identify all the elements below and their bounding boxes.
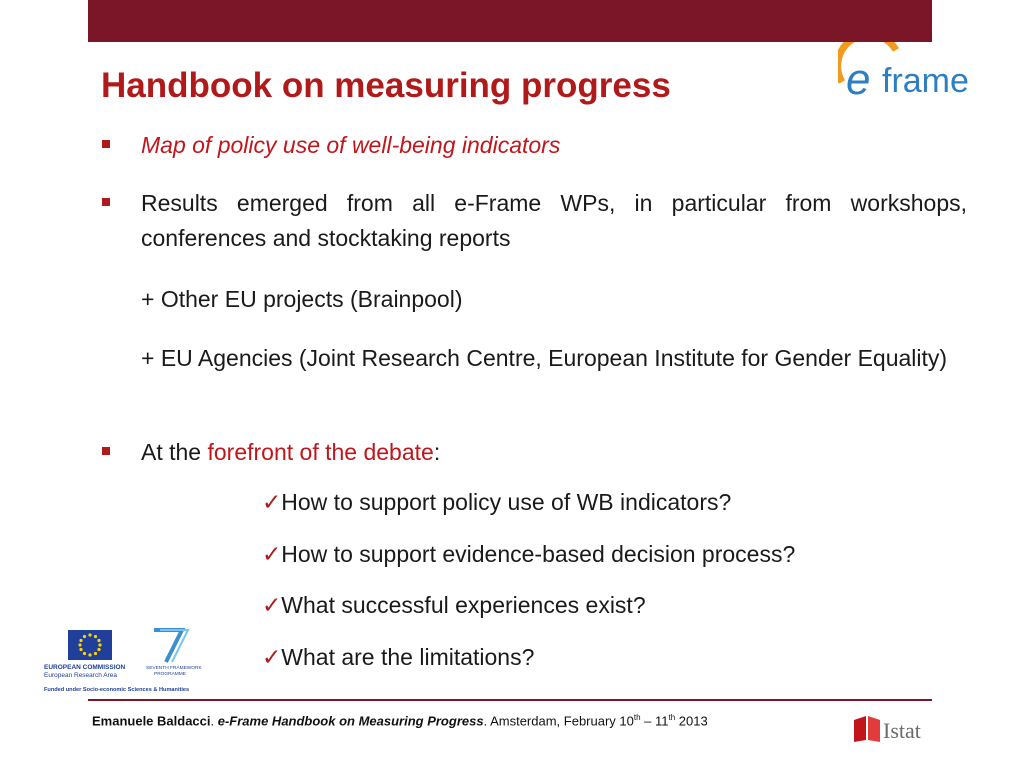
eframe-logo-frame: frame [882,62,969,100]
eframe-logo: e frame [838,42,969,104]
checkmark-icon: ✓ [262,644,282,670]
bullet-text: Map of policy use of well-being indicato… [141,132,561,158]
bullet-text: Results emerged from all e-Frame WPs, in… [141,190,967,251]
top-banner-bar [88,0,932,42]
checklist-text: What are the limitations? [281,644,535,670]
istat-logo-text: Istat [883,718,921,743]
eu-logo-line2: European Research Area [44,672,117,679]
footer-citation: Emanuele Baldacci. e-Frame Handbook on M… [92,713,708,728]
footer-work: e-Frame Handbook on Measuring Progress [217,713,484,729]
fp7-logo-line1: SEVENTH FRAMEWORK [146,665,203,671]
checklist-text: How to support evidence-based decision p… [281,541,796,567]
checklist-text: What successful experiences exist? [281,592,646,618]
checklist-text: How to support policy use of WB indicato… [281,489,732,515]
fp7-logo-line2: PROGRAMME [154,671,186,677]
eu-logo-line3: Funded under Socio-economic Sciences & H… [44,687,189,693]
footer-dash: – 11 [640,713,669,729]
checklist-item: ✓What successful experiences exist? [262,590,646,620]
bullet-square-icon [102,447,110,455]
footer-divider [88,699,932,701]
checklist-item: ✓How to support policy use of WB indicat… [262,487,731,517]
bullet-text-highlight: forefront of the debate [207,439,434,465]
bullet-square-icon [102,198,110,206]
checkmark-icon: ✓ [262,592,282,618]
sub-point: + Other EU projects (Brainpool) [141,286,463,312]
checklist-item: ✓How to support evidence-based decision … [262,539,795,569]
eu-fp7-logos: EUROPEAN COMMISSION European Research Ar… [44,628,203,693]
eu-logo-line1: EUROPEAN COMMISSION [44,664,126,671]
bullet-text: At the forefront of the debate: [141,435,440,470]
sub-point: + EU Agencies (Joint Research Centre, Eu… [141,345,948,371]
footer-place-date: . Amsterdam, February 10 [483,713,634,729]
checkmark-icon: ✓ [262,489,282,515]
slide-title: Handbook on measuring progress [101,66,671,105]
checklist-item: ✓What are the limitations? [262,642,534,672]
istat-logo: Istat [854,716,921,743]
footer-sup: th [668,713,676,722]
footer-sep: . [210,713,218,729]
bullet-text-prefix: At the [141,439,208,465]
footer-year: 2013 [675,713,708,729]
checkmark-icon: ✓ [262,541,282,567]
bullet-square-icon [102,140,110,148]
footer-author: Emanuele Baldacci [92,713,211,729]
bullet-text-suffix: : [433,439,441,465]
fp7-logo-icon [154,628,190,663]
istat-logo-mark-icon [854,716,866,742]
footer-sup: th [633,713,641,722]
eframe-logo-e: e [846,55,870,104]
